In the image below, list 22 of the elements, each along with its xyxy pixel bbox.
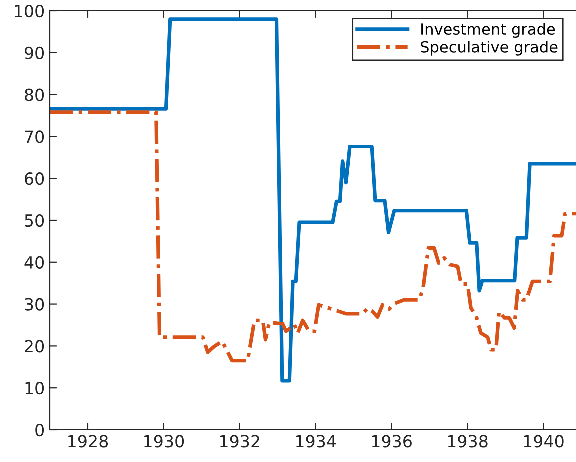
y-tick-label: 70 <box>25 130 44 144</box>
x-tick-label: 1934 <box>296 435 336 448</box>
y-tick-label: 20 <box>25 340 44 353</box>
x-tick-label: 1928 <box>68 435 108 448</box>
legend-label: Speculative grade <box>421 41 558 56</box>
y-tick-label: 100 <box>15 4 44 18</box>
y-tick-label: 50 <box>25 214 44 228</box>
x-tick-label: 1938 <box>448 435 488 448</box>
x-tick-label: 1932 <box>220 435 260 448</box>
y-tick-label: 30 <box>25 298 44 311</box>
x-tick-label: 1940 <box>524 435 564 448</box>
y-tick-label: 10 <box>26 382 44 395</box>
y-tick-label: 0 <box>36 424 44 437</box>
x-tick-label: 1936 <box>372 435 412 448</box>
line-series <box>50 110 576 363</box>
x-tick-label: 1930 <box>144 435 184 448</box>
y-tick-label: 40 <box>24 256 44 269</box>
y-tick-label: 80 <box>25 88 44 102</box>
line-series <box>50 18 576 383</box>
legend-label: Investment grade <box>422 23 556 38</box>
y-tick-label: 90 <box>24 46 44 60</box>
y-tick-label: 60 <box>25 172 44 186</box>
